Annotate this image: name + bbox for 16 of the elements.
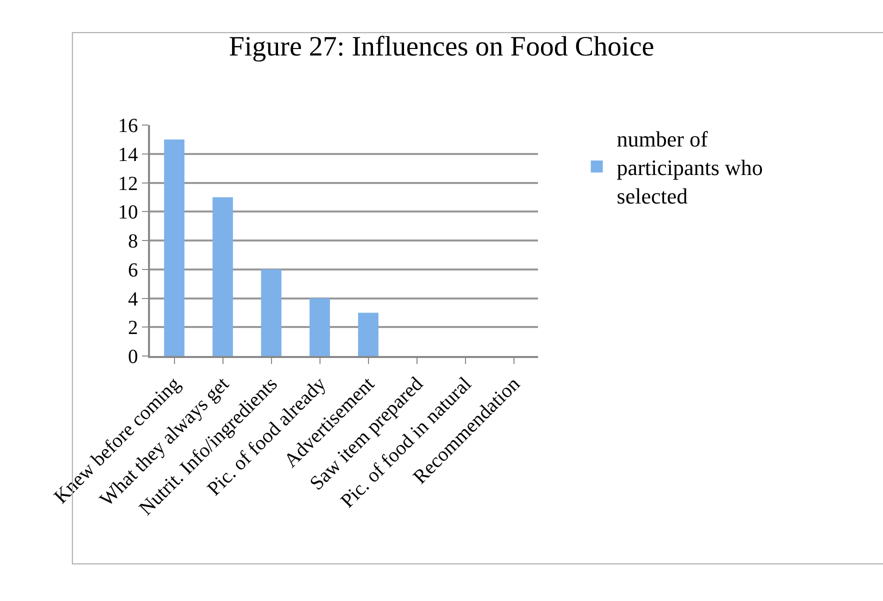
y-tick-label: 0: [128, 346, 138, 368]
bar: [261, 269, 282, 356]
y-tick-label: 16: [118, 115, 138, 137]
chart-title: Figure 27: Influences on Food Choice: [228, 32, 654, 63]
y-tick-label: 8: [128, 230, 138, 252]
y-tick-label: 14: [118, 144, 138, 166]
y-tick-label: 12: [118, 172, 138, 195]
y-tick-label: 6: [128, 259, 138, 282]
bar: [358, 312, 378, 356]
y-tick-label: 10: [118, 202, 138, 224]
y-tick-label: 4: [128, 288, 138, 310]
bar: [310, 298, 330, 356]
legend-label: number of participants who selected: [616, 126, 763, 209]
bar: [164, 139, 184, 356]
bar: [212, 197, 233, 356]
y-tick-label: 2: [128, 317, 138, 340]
